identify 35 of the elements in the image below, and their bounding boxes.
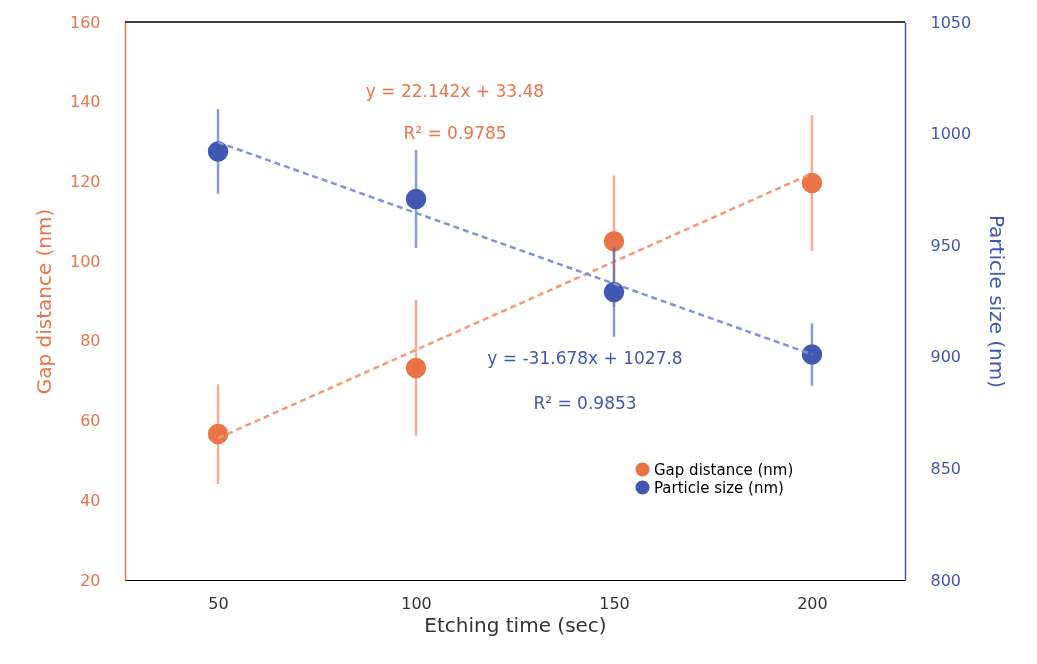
y-tick-label: 60 xyxy=(80,411,101,431)
point xyxy=(801,344,823,365)
y-tick-label: 160 xyxy=(69,12,101,32)
y-axis-title: Gap distance (nm) xyxy=(31,208,56,395)
y2-tick-label: 950 xyxy=(930,235,962,255)
legend-label: Gap distance (nm) xyxy=(654,460,794,479)
y-tick-label: 20 xyxy=(80,570,101,590)
x-axis-title: Etching time (sec) xyxy=(424,612,607,637)
y-tick-label: 40 xyxy=(80,490,101,510)
y2-tick-label: 1050 xyxy=(930,12,972,32)
point xyxy=(405,357,427,379)
y-tick-label: 140 xyxy=(69,92,101,112)
y2-tick-label: 850 xyxy=(930,458,962,478)
point xyxy=(603,230,625,252)
point xyxy=(207,423,229,445)
point xyxy=(405,188,427,210)
y2-axis-title: Particle size (nm) xyxy=(985,214,1010,389)
x-tick-label: 150 xyxy=(599,593,630,613)
y-tick-label: 80 xyxy=(80,331,101,351)
y2-tick-label: 1000 xyxy=(930,124,972,144)
legend-label: Particle size (nm) xyxy=(654,478,784,497)
annotation: R² = 0.9785 xyxy=(403,123,507,143)
y-tick-label: 100 xyxy=(69,251,101,271)
point xyxy=(603,281,625,303)
annotation: y = -31.678x + 1027.8 xyxy=(487,348,683,368)
annotation: y = 22.142x + 33.48 xyxy=(365,81,545,101)
x-tick-label: 50 xyxy=(208,593,229,613)
y2-tick-label: 900 xyxy=(930,347,962,367)
y2-tick-label: 800 xyxy=(930,570,962,590)
x-tick-label: 100 xyxy=(401,593,432,613)
x-tick-label: 200 xyxy=(797,593,828,613)
point xyxy=(801,172,823,194)
y-tick-label: 120 xyxy=(69,171,101,191)
annotation: R² = 0.9853 xyxy=(533,393,637,413)
point xyxy=(207,141,229,162)
